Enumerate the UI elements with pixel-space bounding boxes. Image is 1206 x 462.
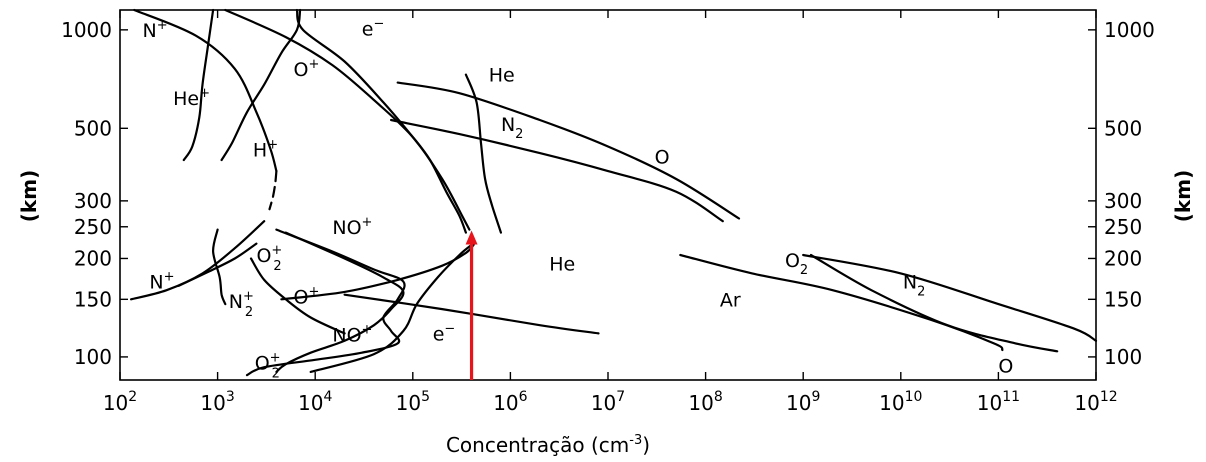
- curve-label: O+: [294, 285, 320, 309]
- curve-label: O: [655, 146, 670, 168]
- curve-label: e−: [433, 321, 456, 345]
- y-axis-label-left: (km): [17, 170, 41, 222]
- curve-he: [464, 73, 502, 234]
- curve-n: [133, 8, 278, 173]
- y-tick-label: 200: [74, 246, 112, 270]
- curve-label: NO+: [332, 215, 372, 239]
- y-axis-label-right: (km): [1171, 170, 1195, 222]
- y-tick-label-right: 100: [1104, 345, 1142, 369]
- x-tick-label: 104: [298, 389, 332, 415]
- y-tick-label: 500: [74, 116, 112, 140]
- x-tick-label: 106: [493, 389, 527, 415]
- y-tick-label-right: 500: [1104, 116, 1142, 140]
- concentration-marker: [465, 230, 478, 380]
- x-tick-label: 108: [688, 389, 722, 415]
- curve-label: H+: [253, 138, 278, 162]
- curve-label: N2: [501, 114, 524, 142]
- curve-o: [280, 243, 475, 301]
- x-tick-label: 1012: [1074, 389, 1117, 415]
- x-tick-label: 105: [396, 389, 430, 415]
- curve-labels: N+ e− He+ O+ He H+ N2 O NO+ O+ 2 N+ O+ N+ 2 NO+ e− O+ 2 He A…: [142, 16, 1013, 381]
- curve-label: Ar: [720, 289, 741, 311]
- curve-n: [177, 242, 258, 287]
- curve-o: [224, 8, 471, 231]
- y-tick-label-right: 200: [1104, 246, 1142, 270]
- curve-label: N+: [142, 18, 167, 42]
- curve-h: [220, 8, 302, 162]
- y-tick-label-right: 300: [1104, 189, 1142, 213]
- curve-label: N+ 2: [229, 289, 254, 320]
- x-tick-label: 103: [200, 389, 234, 415]
- marker-arrowhead: [465, 230, 478, 245]
- curve-label: e−: [362, 16, 385, 40]
- x-tick-label: 107: [591, 389, 625, 415]
- y-tick-label-right: 250: [1104, 215, 1142, 239]
- curve-n2: [211, 228, 227, 306]
- curve-he: [249, 257, 346, 335]
- curve-label: O+ 2: [256, 243, 282, 274]
- axis-ticks: 102 103 104 105 106 107 108 109 1010 1011 1012 100 1…: [61, 10, 1155, 415]
- curve-label: O2: [785, 250, 808, 278]
- curve-o2: [679, 253, 1004, 352]
- y-tick-label: 1000: [61, 18, 112, 42]
- y-tick-label-right: 150: [1104, 287, 1142, 311]
- curve-label: N+: [149, 270, 174, 294]
- curve-n: [268, 170, 278, 211]
- curve-label: O+ 2: [255, 351, 281, 382]
- plot-frame: [119, 9, 1097, 381]
- curve-he: [182, 8, 215, 162]
- y-tick-label: 300: [74, 189, 112, 213]
- curve-label: He+: [173, 86, 210, 110]
- x-tick-label: 109: [786, 389, 820, 415]
- x-tick-label: 1010: [879, 389, 922, 415]
- y-tick-label: 150: [74, 287, 112, 311]
- x-axis-label: Concentração (cm-3): [446, 433, 650, 457]
- curve-label: O: [998, 356, 1013, 378]
- curve-n2: [802, 253, 1098, 342]
- x-tick-label: 102: [103, 389, 137, 415]
- curve-o2: [245, 228, 406, 377]
- y-tick-label: 250: [74, 215, 112, 239]
- y-tick-label-right: 1000: [1104, 18, 1155, 42]
- curve-ar: [343, 293, 600, 335]
- curve-o: [396, 81, 741, 220]
- x-tick-label: 1011: [977, 389, 1020, 415]
- curve-e: [309, 243, 473, 373]
- curve-o: [809, 253, 1059, 353]
- curve-n2: [390, 118, 724, 223]
- y-tick-label: 100: [74, 345, 112, 369]
- curve-label: NO+: [332, 323, 372, 347]
- curve-label: He: [489, 65, 515, 87]
- curve-label: N2: [903, 272, 926, 300]
- curves: [130, 8, 1098, 377]
- curve-label: He: [549, 254, 575, 276]
- curve-label: O+: [294, 57, 320, 81]
- curve-e: [295, 8, 467, 234]
